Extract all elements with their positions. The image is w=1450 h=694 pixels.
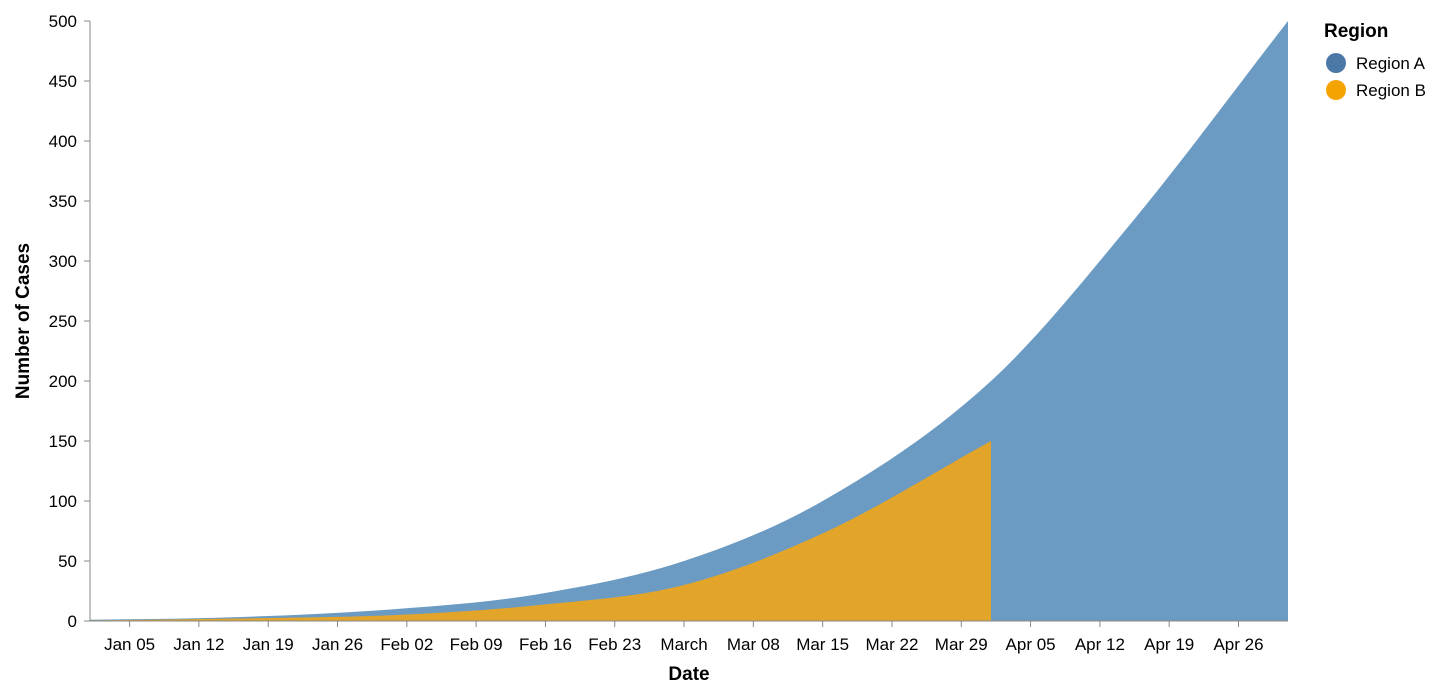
- y-tick-label: 350: [49, 192, 77, 211]
- x-tick-label: Feb 23: [588, 635, 641, 654]
- x-tick-label: Mar 29: [935, 635, 988, 654]
- x-tick-label: Mar 15: [796, 635, 849, 654]
- y-tick-label: 100: [49, 492, 77, 511]
- y-tick-label: 50: [58, 552, 77, 571]
- x-tick-label: Feb 09: [450, 635, 503, 654]
- area-region-a: [90, 21, 1288, 621]
- x-tick-label: Feb 16: [519, 635, 572, 654]
- y-tick-label: 0: [68, 612, 77, 631]
- y-tick-label: 400: [49, 132, 77, 151]
- legend-swatch: [1326, 80, 1346, 100]
- y-tick-label: 250: [49, 312, 77, 331]
- legend: Region Region A Region B: [1324, 21, 1426, 100]
- x-tick-label: March: [660, 635, 707, 654]
- x-axis: Jan 05 Jan 12 Jan 19 Jan 26 Feb 02 Feb 09 Feb …: [90, 620, 1288, 654]
- x-tick-label: Apr 12: [1075, 635, 1125, 654]
- y-tick-label: 200: [49, 372, 77, 391]
- legend-label: Region B: [1356, 81, 1426, 100]
- x-tick-label: Apr 26: [1213, 635, 1263, 654]
- y-tick-label: 450: [49, 72, 77, 91]
- area-region-b: [90, 441, 991, 621]
- x-tick-label: Jan 12: [173, 635, 224, 654]
- x-tick-label: Jan 26: [312, 635, 363, 654]
- y-axis: 0 50 100 150 200 250 300 350 400 450 500: [49, 12, 91, 631]
- y-tick-label: 500: [49, 12, 77, 31]
- x-tick-label: Jan 05: [104, 635, 155, 654]
- legend-title: Region: [1324, 21, 1388, 42]
- x-axis-title: Date: [668, 664, 709, 685]
- x-tick-label: Apr 19: [1144, 635, 1194, 654]
- y-tick-label: 150: [49, 432, 77, 451]
- legend-swatch: [1326, 53, 1346, 73]
- x-tick-label: Apr 05: [1006, 635, 1056, 654]
- y-tick-label: 300: [49, 252, 77, 271]
- x-tick-label: Mar 08: [727, 635, 780, 654]
- x-tick-label: Mar 22: [866, 635, 919, 654]
- y-axis-title: Number of Cases: [13, 243, 34, 399]
- x-tick-label: Jan 19: [243, 635, 294, 654]
- x-tick-label: Feb 02: [380, 635, 433, 654]
- chart-areas: [90, 21, 1288, 621]
- legend-label: Region A: [1356, 54, 1426, 73]
